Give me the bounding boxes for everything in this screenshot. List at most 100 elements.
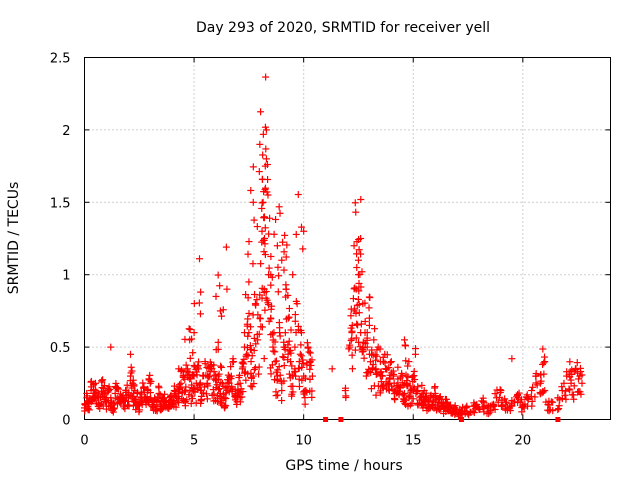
data-point bbox=[576, 388, 584, 396]
data-point bbox=[197, 288, 205, 296]
data-point bbox=[181, 388, 189, 396]
data-point bbox=[106, 385, 114, 393]
data-point bbox=[190, 300, 198, 308]
axis-ticks: 0 0.5 1 1.5 2 2.5 0 5 10 15 20 bbox=[50, 52, 611, 449]
data-point bbox=[299, 245, 307, 253]
data-point bbox=[276, 371, 284, 379]
data-point bbox=[113, 384, 121, 392]
data-point bbox=[301, 394, 309, 402]
data-point bbox=[298, 363, 306, 371]
data-point bbox=[422, 389, 430, 397]
data-point bbox=[355, 246, 363, 254]
data-point bbox=[263, 296, 271, 304]
data-point bbox=[353, 264, 361, 272]
data-point bbox=[418, 381, 426, 389]
data-point bbox=[128, 367, 136, 375]
data-point bbox=[266, 214, 274, 222]
data-point bbox=[570, 382, 578, 390]
data-point bbox=[227, 363, 235, 371]
data-point bbox=[506, 407, 514, 415]
data-point bbox=[377, 368, 385, 376]
data-point bbox=[204, 372, 212, 380]
data-point bbox=[222, 395, 230, 403]
data-point bbox=[276, 209, 284, 217]
data-point bbox=[247, 369, 255, 377]
data-point bbox=[508, 402, 516, 410]
data-point bbox=[348, 351, 356, 359]
data-point bbox=[195, 299, 203, 307]
data-point bbox=[567, 376, 575, 384]
data-point bbox=[508, 355, 516, 363]
data-point bbox=[573, 359, 581, 367]
data-point bbox=[351, 199, 359, 207]
data-point bbox=[212, 292, 220, 300]
data-point bbox=[244, 352, 252, 360]
data-point bbox=[292, 297, 300, 305]
data-point bbox=[355, 279, 363, 287]
data-point bbox=[291, 317, 299, 325]
data-point bbox=[213, 398, 221, 406]
data-point bbox=[170, 396, 178, 404]
data-point bbox=[486, 408, 494, 416]
data-point bbox=[523, 391, 531, 399]
data-point bbox=[267, 370, 275, 378]
data-point bbox=[244, 315, 252, 323]
data-point bbox=[540, 370, 548, 378]
data-point bbox=[389, 386, 397, 394]
data-point bbox=[130, 382, 138, 390]
data-point bbox=[256, 140, 264, 148]
data-point bbox=[125, 389, 133, 397]
data-point bbox=[109, 399, 117, 407]
data-point bbox=[396, 374, 404, 382]
data-point bbox=[285, 305, 293, 313]
y-tick-label: 1.5 bbox=[50, 196, 71, 211]
data-point bbox=[145, 399, 153, 407]
y-axis-label: SRMTID / TECUs bbox=[6, 182, 22, 295]
data-point bbox=[518, 408, 526, 416]
zero-marker bbox=[323, 417, 329, 422]
data-point bbox=[355, 287, 363, 295]
data-point bbox=[238, 359, 246, 367]
data-point bbox=[485, 410, 493, 418]
data-point bbox=[186, 326, 194, 334]
data-point bbox=[281, 231, 289, 239]
data-point bbox=[181, 402, 189, 410]
data-point bbox=[400, 336, 408, 344]
data-point bbox=[308, 356, 316, 364]
data-point bbox=[358, 348, 366, 356]
data-point bbox=[288, 362, 296, 370]
data-point bbox=[248, 383, 256, 391]
data-point bbox=[361, 317, 369, 325]
data-point bbox=[223, 285, 231, 293]
data-point bbox=[287, 326, 295, 334]
data-point bbox=[352, 309, 360, 317]
data-point bbox=[240, 329, 248, 337]
data-point bbox=[425, 405, 433, 413]
data-point bbox=[554, 406, 562, 414]
data-point bbox=[574, 375, 582, 383]
data-point bbox=[271, 348, 279, 356]
zero-marker bbox=[338, 417, 344, 422]
data-point bbox=[247, 374, 255, 382]
data-point bbox=[411, 376, 419, 384]
data-point bbox=[357, 250, 365, 258]
data-point bbox=[253, 223, 261, 231]
data-point bbox=[347, 312, 355, 320]
data-point bbox=[250, 346, 258, 354]
data-point bbox=[90, 392, 98, 400]
data-point bbox=[216, 282, 224, 290]
data-point bbox=[569, 391, 577, 399]
data-point bbox=[577, 368, 585, 376]
data-point bbox=[578, 379, 586, 387]
data-point bbox=[257, 260, 265, 268]
data-point bbox=[356, 343, 364, 351]
data-point bbox=[405, 391, 413, 399]
data-point bbox=[196, 310, 204, 318]
data-point bbox=[363, 329, 371, 337]
data-point bbox=[244, 370, 252, 378]
data-point bbox=[308, 387, 316, 395]
plot-frame bbox=[84, 57, 611, 420]
data-point bbox=[250, 216, 258, 224]
data-point bbox=[256, 315, 264, 323]
data-point bbox=[99, 376, 107, 384]
